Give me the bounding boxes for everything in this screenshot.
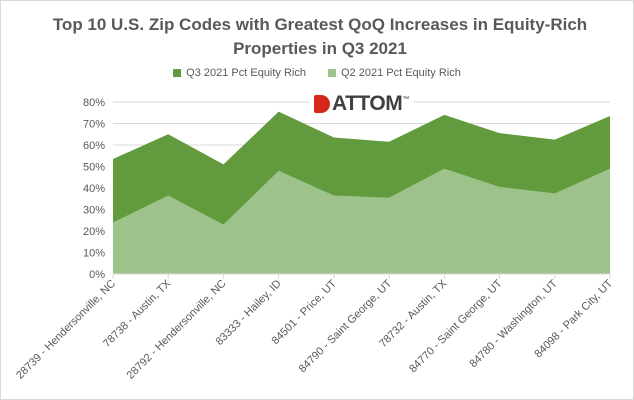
chart-title: Top 10 U.S. Zip Codes with Greatest QoQ … <box>52 15 588 58</box>
y-tick-label: 50% <box>83 162 105 174</box>
legend-swatch-q2 <box>328 69 336 77</box>
attom-logo: ATTOM ™ <box>310 92 414 116</box>
x-tick-label: 28739 - Hendersonville, NC <box>14 278 118 382</box>
y-tick-label: 40% <box>83 183 105 195</box>
logo-text: ATTOM <box>332 92 403 115</box>
attom-logo-icon <box>314 95 330 113</box>
legend: Q3 2021 Pct Equity Rich Q2 2021 Pct Equi… <box>0 67 634 79</box>
legend-item-q2: Q2 2021 Pct Equity Rich <box>328 67 461 79</box>
legend-swatch-q3 <box>173 69 182 77</box>
legend-label-q3: Q3 2021 Pct Equity Rich <box>186 67 306 79</box>
y-tick-label: 30% <box>83 205 105 217</box>
y-tick-label: 60% <box>83 140 105 152</box>
y-tick-label: 0% <box>89 269 105 281</box>
x-tick-label: 84790 - Saint George, UT <box>297 277 395 375</box>
legend-item-q3: Q3 2021 Pct Equity Rich <box>173 67 306 79</box>
y-tick-label: 10% <box>83 248 105 260</box>
area-series-q2 <box>113 168 610 274</box>
y-tick-label: 70% <box>83 119 105 131</box>
y-tick-label: 20% <box>83 226 105 238</box>
y-tick-label: 80% <box>83 97 105 109</box>
logo-tm: ™ <box>402 96 410 103</box>
x-tick-label: 28792 - Hendersonville, NC <box>125 278 229 382</box>
x-tick-label: 84770 - Saint George, UT <box>407 277 505 375</box>
legend-label-q2: Q2 2021 Pct Equity Rich <box>341 67 461 79</box>
